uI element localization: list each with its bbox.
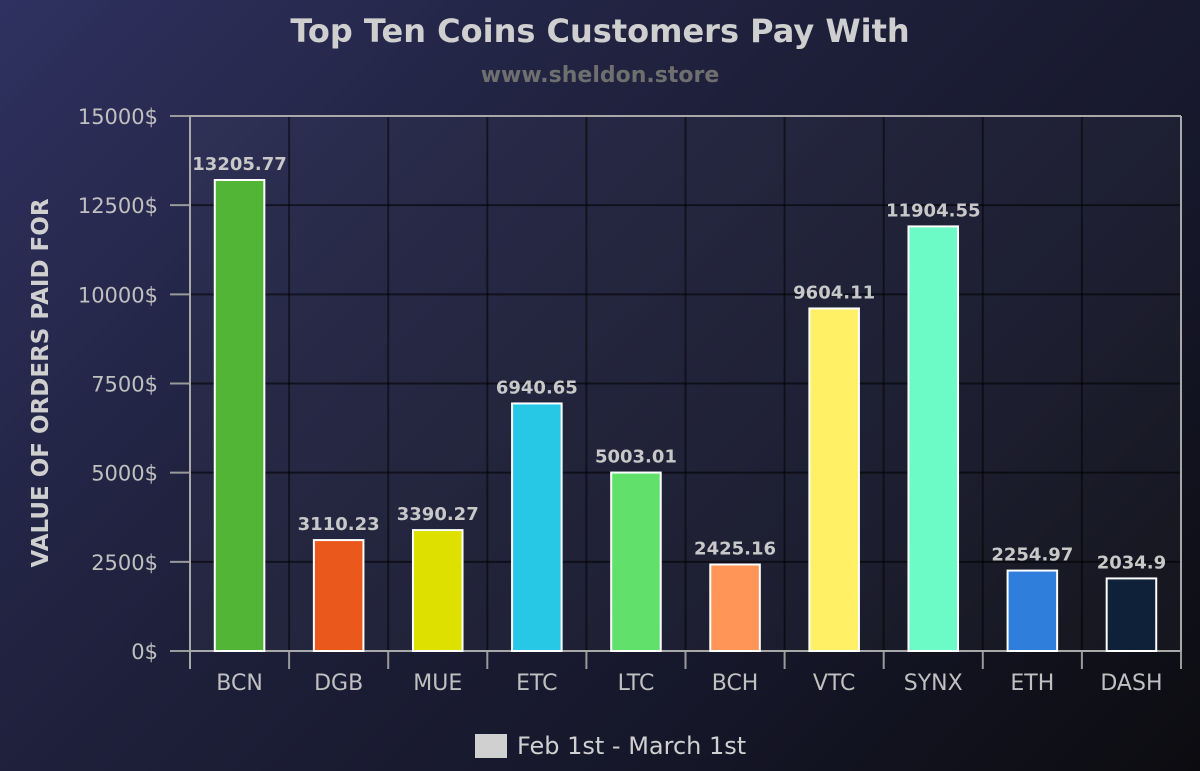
y-tick-label: 0$ <box>131 640 158 664</box>
x-tick-label: DGB <box>314 671 363 696</box>
bar-bcn <box>213 178 266 652</box>
legend[interactable]: Feb 1st - March 1st <box>475 732 747 760</box>
x-tick-label: LTC <box>618 671 655 696</box>
data-label: 6940.65 <box>496 377 578 398</box>
chart-subtitle: www.sheldon.store <box>480 63 720 88</box>
data-label: 5003.01 <box>595 447 677 468</box>
data-label: 11904.55 <box>886 200 981 221</box>
bar-bch <box>709 563 761 652</box>
x-tick-label: DASH <box>1100 671 1162 696</box>
data-label: 9604.11 <box>793 282 875 303</box>
y-tick-label: 2500$ <box>91 551 158 575</box>
x-tick-label: BCN <box>216 671 263 696</box>
bar-dash <box>1105 577 1158 652</box>
x-tick-label: MUE <box>413 671 462 696</box>
bar-ltc <box>610 471 662 652</box>
data-label: 2034.9 <box>1097 552 1166 573</box>
y-tick-label: 5000$ <box>91 462 158 486</box>
data-label: 13205.77 <box>192 154 287 175</box>
bar-vtc <box>808 307 860 652</box>
bar-mue <box>411 529 464 653</box>
data-label: 3390.27 <box>397 504 479 525</box>
x-tick-label: ETC <box>516 671 557 696</box>
legend-label: Feb 1st - March 1st <box>517 732 747 760</box>
data-label: 2254.97 <box>991 545 1073 566</box>
bar-eth <box>1006 569 1059 653</box>
x-tick-label: SYNX <box>904 671 963 696</box>
y-tick-label: 7500$ <box>91 373 158 397</box>
y-tick-label: 15000$ <box>78 105 158 129</box>
y-tick-label: 10000$ <box>78 283 158 307</box>
y-tick-label: 12500$ <box>78 194 158 218</box>
x-tick-label: VTC <box>813 671 856 696</box>
data-label: 3110.23 <box>298 514 380 535</box>
x-tick-label: ETH <box>1010 671 1054 696</box>
bar-dgb <box>312 539 365 653</box>
y-axis-label: VALUE OF ORDERS PAID FOR <box>28 198 54 567</box>
bar-etc <box>511 402 563 653</box>
x-tick-label: BCH <box>712 671 759 696</box>
chart-title: Top Ten Coins Customers Pay With <box>290 12 910 50</box>
bar-synx <box>907 225 960 652</box>
data-label: 2425.16 <box>694 539 776 560</box>
legend-swatch <box>475 734 507 758</box>
